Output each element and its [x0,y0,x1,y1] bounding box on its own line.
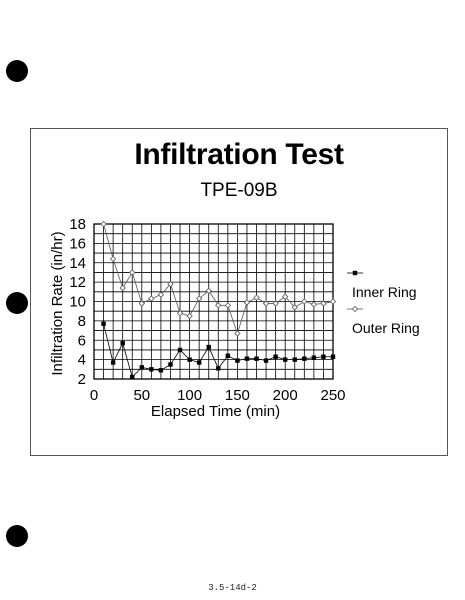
x-tick-label: 150 [225,387,250,404]
legend-item: Inner Ring [347,270,417,300]
data-point [273,354,278,359]
y-axis-label: Infiltration Rate (in/hr) [49,231,66,375]
data-point [234,330,241,337]
data-point [263,358,269,363]
data-point [110,360,116,365]
legend-label: Outer Ring [352,320,420,336]
punch-hole [6,525,28,547]
chart-frame [30,128,448,456]
chart-subtitle: TPE-09B [200,180,278,201]
data-point [196,360,202,365]
data-point [235,358,240,363]
legend-marker [351,305,359,313]
data-point [244,356,250,361]
data-point [206,344,211,350]
chart-title: Infiltration Test [134,138,344,171]
x-tick-label: 100 [177,387,202,404]
data-point [187,357,192,362]
data-point [158,368,164,373]
y-tick-label: 18 [69,216,86,233]
y-tick-label: 10 [69,294,86,311]
data-point [330,354,336,359]
data-point [253,294,260,301]
data-point [101,321,106,326]
punch-hole [6,60,28,82]
x-tick-label: 0 [90,387,98,404]
y-tick-label: 14 [69,255,86,272]
data-point [216,366,221,371]
data-point [302,356,307,361]
data-point [225,353,231,358]
data-point [176,309,184,317]
data-point [310,301,318,308]
data-point [186,312,193,320]
series-inner-ring [101,321,336,380]
x-tick-label: 250 [320,387,345,404]
data-point [167,280,174,288]
data-point [243,299,251,306]
punch-hole [6,292,28,314]
legend: Inner Ring Outer Ring [347,270,420,336]
data-point [148,295,155,302]
data-point [262,300,270,307]
data-point [254,356,259,361]
y-tick-label: 16 [69,235,86,252]
data-point [139,365,144,370]
data-point [130,374,135,380]
data-point [311,355,317,360]
data-point [129,269,136,276]
series-outer-ring [100,220,337,337]
x-axis-label: Elapsed Time (min) [151,403,280,420]
y-tick-label: 4 [78,352,86,369]
data-point [215,302,222,309]
data-point [321,354,326,359]
grid [93,223,334,380]
data-point [100,220,107,228]
data-point [195,295,203,302]
y-tick-label: 12 [69,274,86,291]
legend-label: Inner Ring [352,284,417,300]
data-point [149,367,154,372]
x-tick-label: 200 [273,387,298,404]
legend-item: Outer Ring [347,305,420,336]
y-tick-label: 8 [78,313,86,330]
data-point [282,293,289,300]
y-tick-label: 2 [78,371,86,388]
data-point [292,357,297,362]
data-point [177,347,183,353]
series-layer [100,220,337,380]
data-point [120,340,125,346]
data-point [224,302,232,309]
data-point [320,300,327,307]
data-point [168,362,173,367]
data-point [119,284,126,292]
data-point [138,300,145,307]
tick-labels: 2 4 6 8 10 12 14 16 18 0 50 100 150 200 250 [69,216,345,404]
data-point [329,298,337,305]
x-tick-label: 50 [133,387,150,404]
data-point [109,255,117,263]
legend-marker [352,270,358,276]
data-point [157,291,165,298]
document-code: 3.5-14d-2 [208,583,257,593]
data-point [291,304,298,311]
y-tick-label: 6 [78,332,86,349]
data-point [301,298,308,305]
data-point [205,287,212,295]
data-point [283,357,288,362]
data-point [272,300,279,307]
